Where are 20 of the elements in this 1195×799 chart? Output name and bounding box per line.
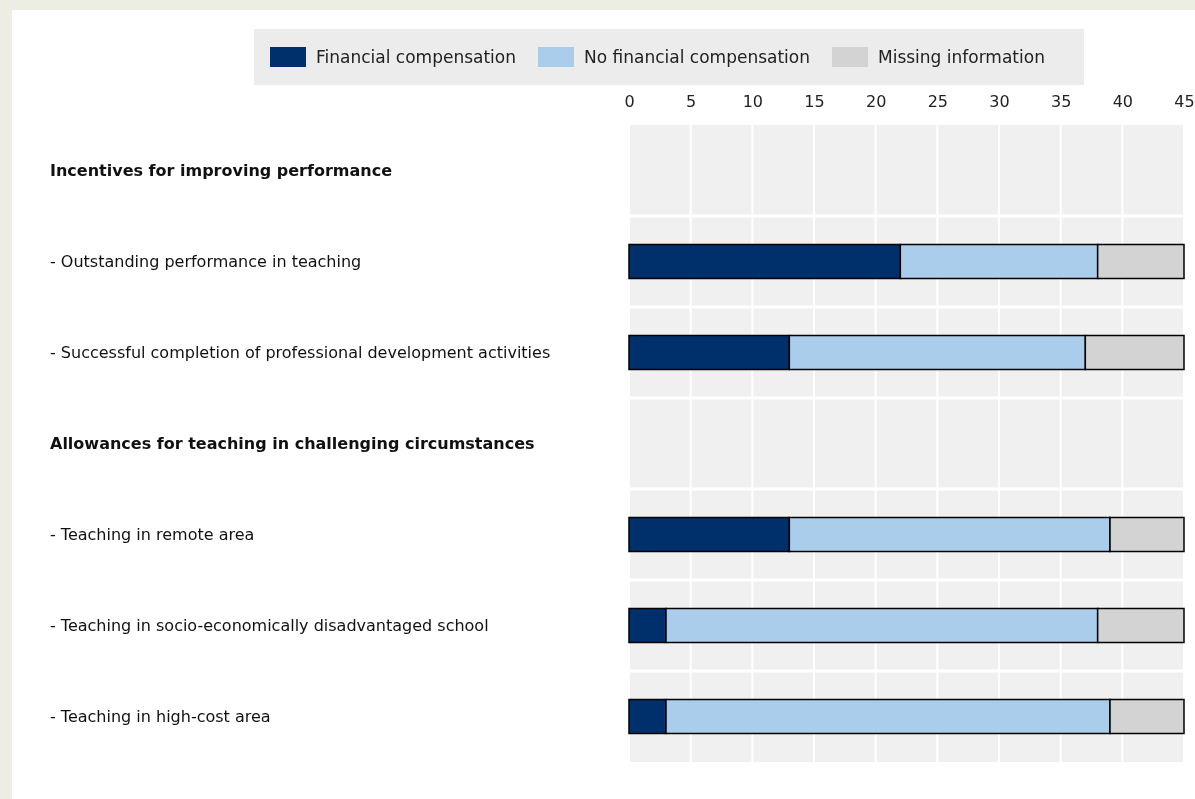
x-tick-label: 40 bbox=[1112, 92, 1134, 111]
x-tick-label: 20 bbox=[865, 92, 887, 111]
y-tick-label: - Teaching in remote area bbox=[50, 525, 255, 545]
x-tick-label: 35 bbox=[1050, 92, 1072, 111]
x-tick-label: 45 bbox=[1174, 92, 1195, 111]
y-tick-label: - Teaching in socio-economically disadvantaged school bbox=[50, 616, 489, 636]
y-tick-label: - Successful completion of professional development activities bbox=[50, 343, 551, 363]
legend-label: No financial compensation bbox=[584, 46, 810, 67]
legend-label: Financial compensation bbox=[316, 46, 517, 67]
x-tick-label: 30 bbox=[989, 92, 1010, 111]
x-tick-label: 25 bbox=[927, 92, 949, 111]
y-tick-label: - Teaching in high-cost area bbox=[50, 707, 271, 727]
x-tick-label: 10 bbox=[742, 92, 764, 111]
legend-label: Missing information bbox=[878, 46, 1045, 67]
x-tick-label: 15 bbox=[804, 92, 825, 111]
x-tick-label: 0 bbox=[624, 92, 635, 111]
x-tick-label: 5 bbox=[686, 92, 697, 111]
y-tick-label: Allowances for teaching in challenging circumstances bbox=[50, 434, 535, 454]
y-tick-label: Incentives for improving performance bbox=[50, 161, 393, 181]
y-tick-label: - Outstanding performance in teaching bbox=[50, 252, 362, 272]
